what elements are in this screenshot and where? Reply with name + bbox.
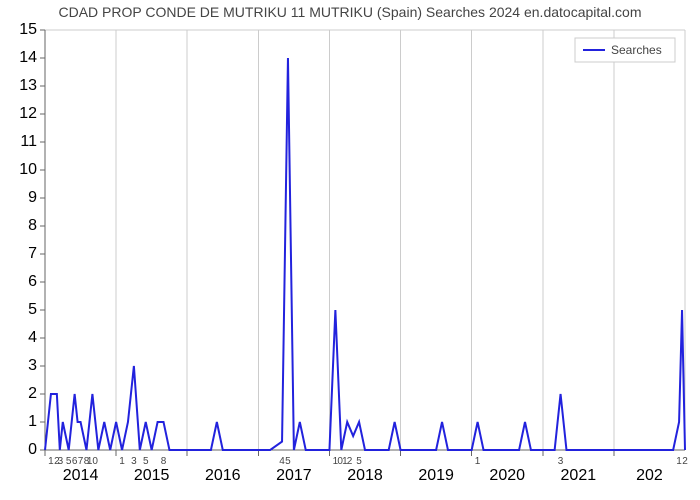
svg-text:2: 2: [347, 456, 353, 467]
svg-text:14: 14: [19, 49, 37, 66]
svg-text:6: 6: [28, 273, 37, 290]
svg-text:9: 9: [28, 189, 37, 206]
svg-text:202: 202: [636, 467, 663, 484]
svg-text:3: 3: [58, 456, 64, 467]
svg-text:10: 10: [19, 161, 37, 178]
svg-text:3: 3: [131, 456, 137, 467]
svg-text:2: 2: [28, 385, 37, 402]
legend-label: Searches: [611, 43, 662, 57]
svg-text:2017: 2017: [276, 467, 312, 484]
svg-text:5: 5: [356, 456, 362, 467]
legend: Searches: [575, 38, 675, 62]
svg-text:5: 5: [285, 456, 291, 467]
svg-text:2015: 2015: [134, 467, 170, 484]
svg-text:2014: 2014: [63, 467, 99, 484]
svg-text:7: 7: [28, 245, 37, 262]
svg-text:2020: 2020: [489, 467, 525, 484]
svg-text:2: 2: [682, 456, 688, 467]
svg-text:8: 8: [161, 456, 167, 467]
svg-text:5: 5: [143, 456, 149, 467]
chart-title: CDAD PROP CONDE DE MUTRIKU 11 MUTRIKU (S…: [0, 4, 700, 20]
svg-text:13: 13: [19, 77, 37, 94]
svg-text:15: 15: [19, 21, 37, 38]
svg-text:10: 10: [87, 456, 99, 467]
line-chart: 0123456789101112131415 20142015201620172…: [0, 0, 700, 500]
svg-text:2019: 2019: [418, 467, 454, 484]
svg-text:2018: 2018: [347, 467, 383, 484]
svg-text:5: 5: [28, 301, 37, 318]
series-line: [45, 58, 685, 450]
svg-text:1: 1: [119, 456, 125, 467]
svg-text:3: 3: [28, 357, 37, 374]
svg-text:3: 3: [558, 456, 564, 467]
svg-text:0: 0: [28, 441, 37, 458]
svg-text:8: 8: [28, 217, 37, 234]
svg-text:2021: 2021: [561, 467, 597, 484]
svg-text:12: 12: [19, 105, 37, 122]
svg-text:1: 1: [475, 456, 481, 467]
svg-text:1: 1: [28, 413, 37, 430]
svg-text:11: 11: [20, 133, 37, 150]
svg-text:2016: 2016: [205, 467, 241, 484]
svg-text:4: 4: [28, 329, 37, 346]
